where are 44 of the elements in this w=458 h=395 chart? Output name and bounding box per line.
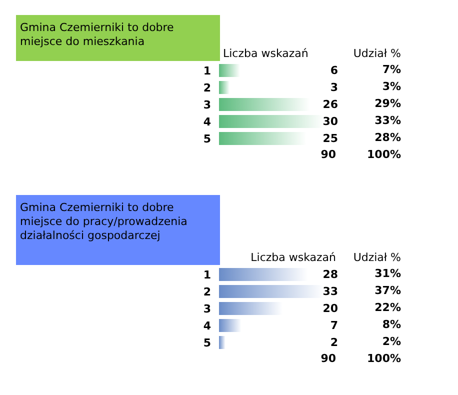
text: 100%	[367, 352, 401, 366]
text: Udział %	[353, 47, 401, 61]
y-tick-label: 4	[203, 319, 212, 332]
data-label: 26	[322, 98, 338, 111]
y-tick-label: 5	[203, 336, 211, 350]
data-label: 7	[330, 319, 338, 332]
x-axis-title: Liczba wskazań	[223, 47, 308, 61]
text: Gmina Czemierniki to dobre miejsce do pracy/prowadzenia działalności gospodarczej	[20, 201, 188, 243]
data-label: 30	[322, 115, 338, 128]
text: 33%	[374, 114, 401, 128]
data-label: 20	[322, 302, 338, 315]
text: 29%	[374, 97, 401, 111]
bar	[219, 319, 242, 332]
y-tick-label: 5	[203, 132, 211, 146]
text: 22%	[374, 301, 401, 315]
y-tick-label: 2	[203, 285, 211, 298]
text: Udział %	[353, 251, 401, 265]
y-tick-label: 2	[203, 81, 211, 94]
data-label: 6	[330, 64, 338, 77]
y-tick-label: 3	[203, 98, 211, 112]
data-label: 28	[322, 268, 338, 281]
y-tick-label: 4	[203, 115, 212, 128]
text: 8%	[382, 318, 401, 332]
data-label: 2	[330, 336, 338, 349]
bar	[219, 81, 230, 94]
text: 31%	[374, 267, 401, 281]
text: 100%	[367, 148, 401, 162]
x-axis-title: Liczba wskazań	[250, 251, 336, 265]
data-label: 3	[330, 81, 338, 94]
y-tick-label: 1	[203, 64, 211, 78]
y-tick-label: 1	[203, 268, 211, 282]
text: 7%	[382, 63, 401, 77]
data-label: 25	[322, 132, 338, 145]
data-label: 33	[322, 285, 338, 298]
bar	[219, 64, 240, 77]
bar	[219, 336, 226, 349]
text: 3%	[382, 80, 401, 94]
y-tick-label: 3	[203, 302, 211, 316]
text: 37%	[374, 284, 401, 298]
text: 28%	[374, 131, 401, 145]
text: Gmina Czemierniki to dobre miejsce do mieszkania	[20, 21, 175, 49]
text: 2%	[382, 335, 401, 349]
text: 90	[320, 148, 336, 162]
text: 90	[320, 352, 336, 366]
